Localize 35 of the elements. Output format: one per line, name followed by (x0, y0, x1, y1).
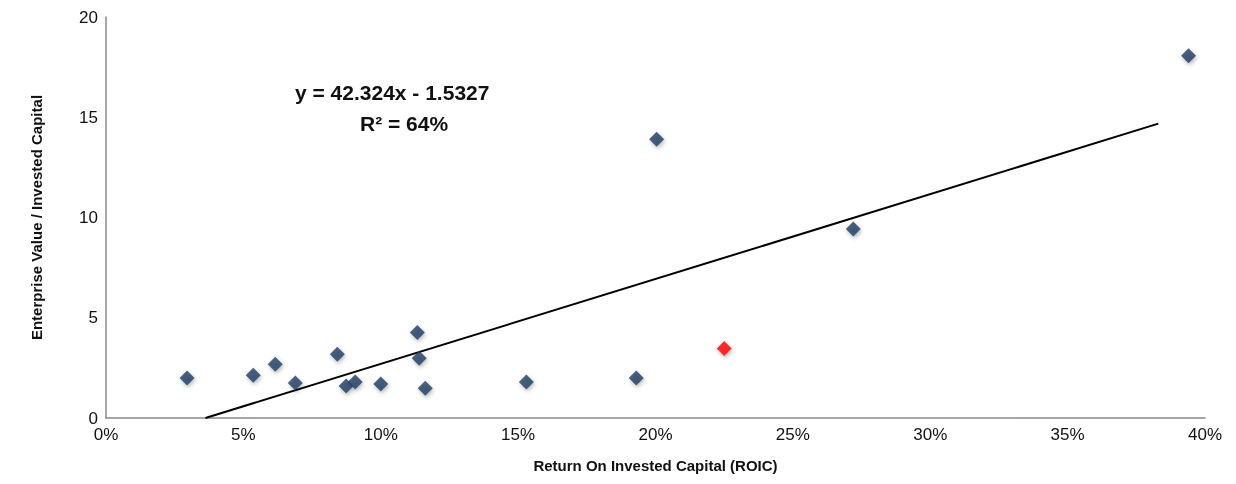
point (716, 340, 732, 356)
x-tick-label: 0% (93, 425, 119, 444)
point (411, 350, 427, 366)
y-tick-label: 5 (88, 308, 98, 328)
point (649, 131, 665, 147)
y-tick-label: 0 (88, 408, 98, 428)
x-tick-label: 40% (1187, 425, 1223, 444)
point (409, 324, 425, 340)
point (287, 375, 303, 391)
x-axis-title: Return On Invested Capital (ROIC) (533, 457, 778, 474)
x-tick-label: 25% (775, 425, 810, 444)
point (267, 356, 283, 372)
point (417, 380, 433, 396)
point (179, 370, 195, 386)
point (628, 370, 644, 386)
x-tick-label: 35% (1050, 425, 1085, 444)
y-tick-label: 15 (79, 107, 98, 127)
point (845, 221, 861, 237)
point (347, 374, 363, 390)
y-tick-label: 10 (79, 208, 98, 227)
annotation: y = 42.324x - 1.5327 (295, 81, 490, 104)
point (245, 367, 261, 383)
point (1181, 48, 1197, 64)
y-axis-title: Enterprise Value / Invested Capital (28, 94, 45, 341)
x-tick-label: 5% (231, 425, 256, 444)
x-tick-label: 10% (363, 425, 398, 444)
x-tick-label: 30% (913, 425, 948, 444)
point (338, 378, 354, 394)
x-tick-label: 15% (501, 425, 536, 444)
point (518, 374, 534, 390)
point (373, 376, 389, 392)
x-tick-label: 20% (638, 425, 673, 444)
y-tick-label: 20 (79, 7, 98, 27)
point (329, 346, 345, 362)
annotation: R² = 64% (360, 112, 449, 135)
